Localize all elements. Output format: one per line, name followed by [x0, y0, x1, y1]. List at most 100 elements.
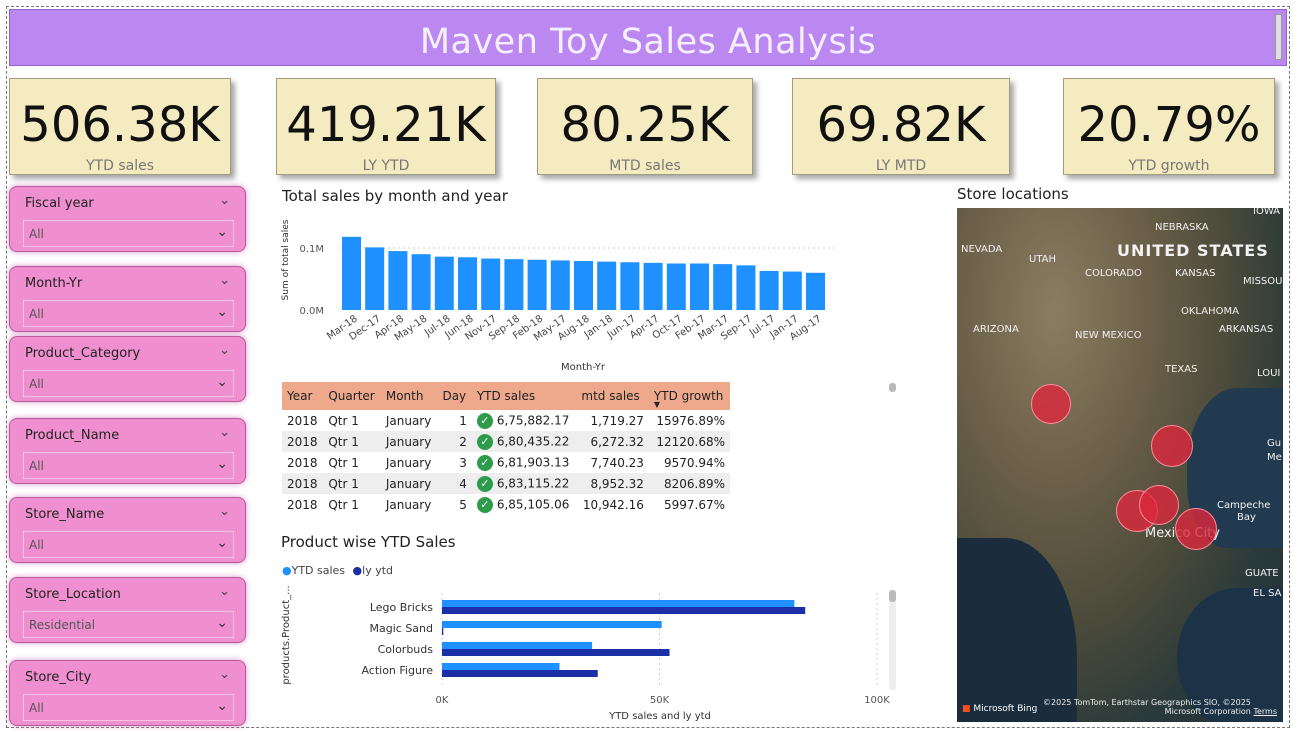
x-tick-group: 0K 50K 100K — [436, 695, 891, 706]
chart-scrollbar-thumb[interactable] — [889, 590, 896, 602]
chart-bar[interactable] — [442, 642, 593, 649]
kpi-card-ytd-sales: 506.38K YTD sales — [9, 78, 231, 175]
slicer-dropdown[interactable]: All ⌄ — [23, 300, 234, 327]
check-circle-icon: ✓ — [476, 475, 493, 492]
slicer-product-name[interactable]: Product_Name ⌄ All ⌄ — [9, 418, 246, 484]
check-circle-icon: ✓ — [476, 496, 493, 513]
sort-descending-icon[interactable]: ▼ — [653, 400, 661, 409]
store-location-marker[interactable] — [1151, 425, 1193, 467]
chart-bar[interactable] — [643, 262, 663, 310]
cell-mtd-sales: 8,952.32 — [576, 473, 649, 494]
chart-bar[interactable] — [458, 257, 477, 310]
category-label-group: Lego Bricks Magic Sand Colorbuds Action Fig… — [361, 601, 433, 677]
map-label: MISSOU — [1243, 276, 1283, 287]
chart-bar[interactable] — [442, 628, 444, 635]
chevron-down-icon[interactable]: ⌄ — [219, 504, 230, 519]
chart-bar[interactable] — [365, 247, 385, 310]
sales-detail-table: Year Quarter Month Day YTD sales mtd sal… — [282, 382, 730, 515]
chevron-down-icon[interactable]: ⌄ — [219, 584, 230, 599]
cell-value: 6,83,115.22 — [496, 476, 570, 490]
kpi-value: 80.25K — [560, 97, 730, 153]
slicer-value: All — [29, 307, 44, 321]
header-scrollbar[interactable] — [1275, 14, 1282, 60]
chevron-down-icon: ⌄ — [216, 304, 228, 320]
chart-bar[interactable] — [550, 260, 570, 310]
chart-bar[interactable] — [690, 263, 709, 311]
column-header-month[interactable]: Month — [380, 382, 438, 410]
chart-bar[interactable] — [666, 263, 686, 311]
chevron-down-icon[interactable]: ⌄ — [219, 667, 230, 682]
chart-bar[interactable] — [442, 663, 560, 670]
chart-bar[interactable] — [782, 271, 802, 310]
cell-ytd-sales: ✓ 6,80,435.22 — [471, 431, 577, 452]
map-title: Store locations — [957, 185, 1069, 203]
chevron-down-icon[interactable]: ⌄ — [219, 193, 230, 208]
column-header-ytd-sales[interactable]: YTD sales — [471, 382, 577, 410]
y-tick-label: 0.1M — [299, 244, 324, 255]
column-header-ytd-growth[interactable]: YTD growth ▼ — [648, 382, 730, 410]
cell-ytd-growth: 12120.68% — [648, 431, 730, 452]
chart-bar[interactable] — [759, 270, 779, 310]
chart-bar[interactable] — [736, 265, 756, 310]
slicer-fiscal-year[interactable]: Fiscal year ⌄ All ⌄ — [9, 186, 246, 252]
slicer-dropdown[interactable]: All ⌄ — [23, 452, 234, 479]
scroll-indicator[interactable] — [889, 383, 896, 392]
chart-bar[interactable] — [442, 670, 598, 677]
chart-bar[interactable] — [527, 259, 547, 310]
cell-quarter: Qtr 1 — [323, 473, 381, 494]
slicer-store-name[interactable]: Store_Name ⌄ All ⌄ — [9, 497, 246, 563]
slicer-dropdown[interactable]: All ⌄ — [23, 531, 234, 558]
slicer-dropdown[interactable]: Residential ⌄ — [23, 611, 234, 638]
table-row: 2018 Qtr 1 January 1 ✓ 6,75,882.17 1,719.… — [282, 410, 730, 431]
slicer-store-city[interactable]: Store_City ⌄ All ⌄ — [9, 660, 246, 726]
store-location-marker[interactable] — [1139, 485, 1179, 525]
slicer-dropdown[interactable]: All ⌄ — [23, 694, 234, 721]
column-header-year[interactable]: Year — [282, 382, 324, 410]
chart-bar[interactable] — [713, 264, 733, 310]
slicer-value: Residential — [29, 618, 96, 632]
cell-month: January — [380, 431, 438, 452]
chart-bar[interactable] — [442, 649, 670, 656]
chart-bar[interactable] — [442, 621, 662, 628]
chart-bar[interactable] — [504, 259, 524, 310]
column-header-day[interactable]: Day — [437, 382, 472, 410]
map-label: OKLAHOMA — [1181, 306, 1239, 317]
chart-bar[interactable] — [442, 600, 795, 607]
y-axis-label: Sum of total sales — [281, 219, 291, 300]
store-location-marker[interactable] — [1175, 508, 1217, 550]
map-label: EL SA — [1253, 588, 1282, 599]
slicer-product-category[interactable]: Product_Category ⌄ All ⌄ — [9, 336, 246, 402]
chart-bar[interactable] — [411, 254, 431, 310]
kpi-label: YTD growth — [1128, 158, 1210, 174]
store-locations-map[interactable]: NEBRASKA IOWA NEVADA UTAH UNITED STATES … — [957, 208, 1283, 722]
slicer-title: Store_Location — [25, 587, 121, 602]
check-circle-icon: ✓ — [476, 454, 493, 471]
slicer-dropdown[interactable]: All ⌄ — [23, 220, 234, 247]
chart-scrollbar-track[interactable] — [889, 590, 896, 690]
chart-bar[interactable] — [434, 256, 454, 310]
chevron-down-icon[interactable]: ⌄ — [219, 343, 230, 358]
slicer-store-location[interactable]: Store_Location ⌄ Residential ⌄ — [9, 577, 246, 643]
cell-day: 3 — [459, 455, 467, 470]
bar-group — [342, 236, 825, 311]
chart-bar[interactable] — [342, 236, 361, 310]
chevron-down-icon[interactable]: ⌄ — [219, 273, 230, 288]
chart-bar[interactable] — [597, 261, 617, 310]
chart-bar[interactable] — [620, 262, 640, 310]
chevron-down-icon[interactable]: ⌄ — [219, 425, 230, 440]
store-location-marker[interactable] — [1031, 384, 1071, 424]
slicer-value: All — [29, 227, 44, 241]
chart-bar[interactable] — [574, 261, 593, 310]
terms-link[interactable]: Terms — [1253, 707, 1277, 716]
column-header-quarter[interactable]: Quarter — [323, 382, 381, 410]
chart-bar[interactable] — [481, 258, 501, 310]
cell-year: 2018 — [287, 413, 318, 428]
slicer-dropdown[interactable]: All ⌄ — [23, 370, 234, 397]
chart-bar[interactable] — [806, 272, 825, 310]
chevron-down-icon: ⌄ — [216, 535, 228, 551]
chart-bar[interactable] — [442, 607, 806, 614]
column-header-mtd-sales[interactable]: mtd sales — [576, 382, 649, 410]
country-label: UNITED STATES — [1117, 241, 1269, 260]
chart-bar[interactable] — [388, 251, 408, 310]
slicer-month-yr[interactable]: Month-Yr ⌄ All ⌄ — [9, 266, 246, 332]
